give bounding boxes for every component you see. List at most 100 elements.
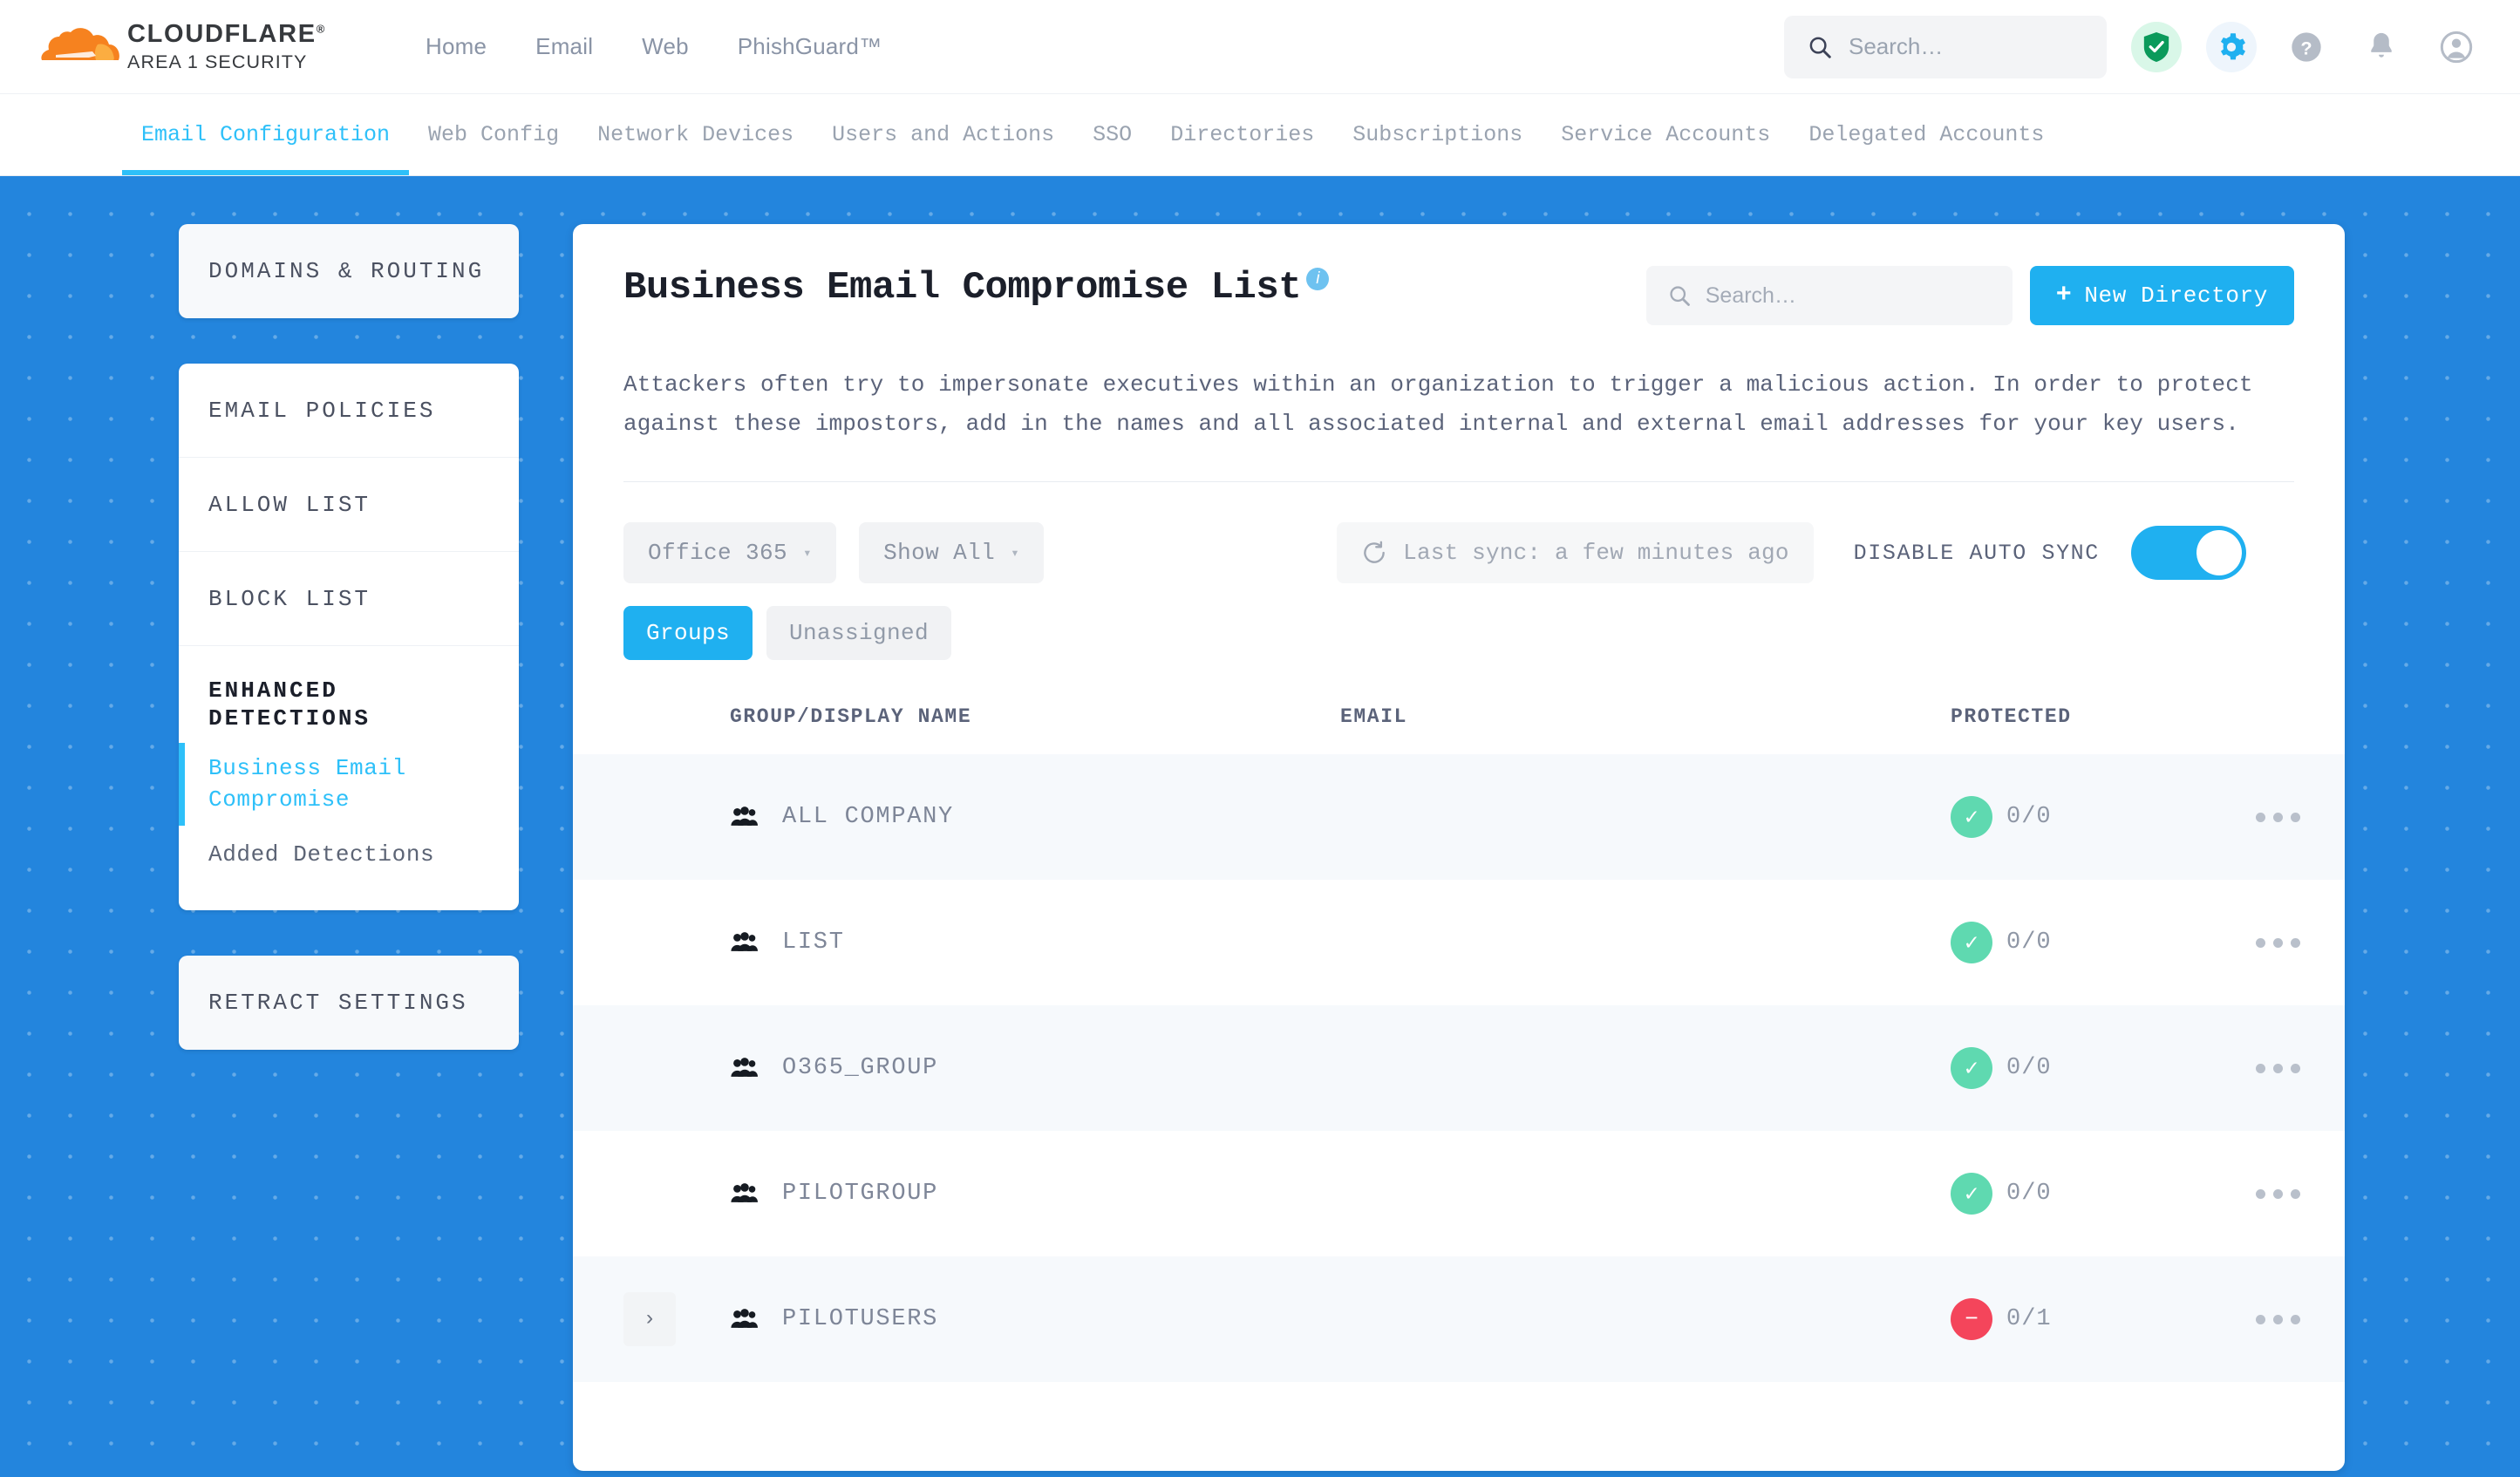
table-row[interactable]: › PILOTUSERS − 0/1 [573, 1256, 2345, 1383]
sidebar-item-domains-routing[interactable]: DOMAINS & ROUTING [208, 258, 485, 284]
row-menu-cell [2238, 1314, 2300, 1324]
show-select-value: Show All [883, 540, 996, 567]
nav-home[interactable]: Home [426, 33, 487, 59]
tab-unassigned[interactable]: Unassigned [766, 606, 952, 661]
shield-check-icon[interactable] [2131, 21, 2182, 72]
provider-select[interactable]: Office 365 ▾ [623, 522, 837, 584]
chevron-right-icon[interactable]: › [623, 1292, 676, 1347]
row-overflow-menu-icon[interactable] [2238, 1188, 2300, 1199]
row-menu-cell [2238, 1188, 2300, 1199]
row-protected-cell: − 0/1 [1951, 1298, 2238, 1341]
page-description: Attackers often try to impersonate execu… [623, 371, 2253, 437]
status-badge-ok-icon: ✓ [1951, 922, 1992, 964]
table-row[interactable]: PILOTGROUP ✓ 0/0 [573, 1131, 2345, 1256]
row-protected-cell: ✓ 0/0 [1951, 1047, 2238, 1090]
tab-directories[interactable]: Directories [1170, 122, 1315, 147]
row-name-cell: ALL COMPANY [730, 804, 1340, 830]
tab-users-and-actions[interactable]: Users and Actions [832, 122, 1055, 147]
status-badge-error-icon: − [1951, 1298, 1992, 1341]
auto-sync-label: DISABLE AUTO SYNC [1853, 540, 2100, 566]
column-header-email: EMAIL [1340, 705, 1408, 729]
secondary-nav: Email Configuration Web Config Network D… [0, 94, 2520, 176]
plus-icon: + [2055, 281, 2073, 310]
new-directory-button[interactable]: + New Directory [2029, 266, 2294, 325]
auto-sync-toggle[interactable] [2130, 526, 2246, 581]
tab-service-accounts[interactable]: Service Accounts [1561, 122, 1771, 147]
cloudflare-cloud-logo [35, 20, 122, 74]
row-overflow-menu-icon[interactable] [2238, 937, 2300, 948]
group-tabs: Groups Unassigned [623, 606, 2294, 661]
row-name-text: ALL COMPANY [782, 804, 954, 831]
gear-icon[interactable] [2206, 21, 2257, 72]
sidebar-item-added-detections[interactable]: Added Detections [208, 841, 435, 868]
row-protected-count: 0/0 [2006, 1055, 2052, 1082]
sidebar-heading-enhanced-detections: ENHANCED DETECTIONS [208, 677, 371, 732]
nav-email[interactable]: Email [535, 33, 594, 59]
sidebar-item-retract-settings[interactable]: RETRACT SETTINGS [208, 989, 468, 1016]
tab-delegated-accounts[interactable]: Delegated Accounts [1808, 122, 2045, 147]
page-title: Business Email Compromise List i [623, 266, 1330, 310]
sidebar-item-email-policies[interactable]: EMAIL POLICIES [179, 364, 519, 458]
sidebar-group-domains: DOMAINS & ROUTING [179, 224, 519, 318]
row-protected-cell: ✓ 0/0 [1951, 1173, 2238, 1215]
table-row[interactable]: LIST ✓ 0/0 [573, 880, 2345, 1005]
directory-search-input[interactable]: Search… [1645, 266, 2013, 325]
table-row[interactable]: O365_GROUP ✓ 0/0 [573, 1005, 2345, 1132]
tab-sso[interactable]: SSO [1093, 122, 1133, 147]
account-icon[interactable] [2431, 22, 2482, 72]
tab-groups[interactable]: Groups [623, 606, 753, 661]
panel-header-actions: Search… + New Directory [1645, 266, 2294, 325]
brand-registered-mark: ® [316, 22, 327, 36]
page-body: DOMAINS & ROUTING EMAIL POLICIES ALLOW L… [0, 176, 2520, 1477]
column-menu [2238, 705, 2294, 728]
brand-logo-block[interactable]: CLOUDFLARE® AREA 1 SECURITY [35, 20, 384, 74]
divider [623, 481, 2294, 483]
main-panel: Business Email Compromise List i Search…… [573, 224, 2345, 1471]
help-icon[interactable]: ? [2281, 22, 2332, 72]
row-name-text: O365_GROUP [782, 1055, 939, 1082]
info-circle-icon[interactable]: i [1306, 268, 1330, 290]
tab-subscriptions[interactable]: Subscriptions [1352, 122, 1523, 147]
top-bar: CLOUDFLARE® AREA 1 SECURITY Home Email W… [0, 0, 2520, 94]
last-sync-button[interactable]: Last sync: a few minutes ago [1337, 522, 1814, 584]
tab-web-config[interactable]: Web Config [428, 122, 560, 147]
primary-nav: Home Email Web PhishGuard™ [426, 33, 882, 60]
search-icon [1670, 286, 1690, 306]
row-name-text: PILOTUSERS [782, 1306, 939, 1333]
status-badge-ok-icon: ✓ [1951, 796, 1992, 839]
left-sidebar: DOMAINS & ROUTING EMAIL POLICIES ALLOW L… [179, 224, 519, 1477]
row-name-cell: PILOTGROUP [730, 1181, 1340, 1207]
group-people-icon [731, 1183, 759, 1203]
panel-header: Business Email Compromise List i Search…… [623, 266, 2294, 325]
nav-web[interactable]: Web [642, 33, 689, 59]
sidebar-item-business-email-compromise[interactable]: Business Email Compromise [179, 741, 519, 827]
column-header-name: GROUP/DISPLAY NAME [730, 705, 972, 729]
column-header-protected: PROTECTED [1951, 705, 2072, 729]
row-menu-cell [2238, 812, 2300, 822]
group-people-icon [731, 932, 759, 952]
show-select[interactable]: Show All ▾ [859, 522, 1045, 584]
directory-table: GROUP/DISPLAY NAME EMAIL PROTECTED [573, 705, 2345, 1383]
nav-phishguard[interactable]: PhishGuard™ [737, 33, 882, 59]
row-protected-count: 0/0 [2006, 929, 2052, 956]
table-row[interactable]: ALL COMPANY ✓ 0/0 [573, 754, 2345, 881]
row-overflow-menu-icon[interactable] [2238, 1063, 2300, 1073]
bell-icon[interactable] [2356, 22, 2407, 72]
last-sync-text: Last sync: a few minutes ago [1403, 540, 1789, 567]
sidebar-item-allow-list[interactable]: ALLOW LIST [179, 458, 519, 552]
row-overflow-menu-icon[interactable] [2238, 812, 2300, 822]
global-search-placeholder: Search… [1849, 33, 1944, 59]
chevron-down-icon: ▾ [1011, 546, 1020, 562]
sidebar-group-policies: EMAIL POLICIES ALLOW LIST BLOCK LIST ENH… [179, 364, 519, 910]
directory-search-placeholder: Search… [1705, 282, 1796, 308]
toggle-knob [2196, 530, 2242, 576]
global-search-input[interactable]: Search… [1784, 15, 2107, 78]
row-overflow-menu-icon[interactable] [2238, 1314, 2300, 1324]
sidebar-item-block-list[interactable]: BLOCK LIST [179, 552, 519, 646]
tab-network-devices[interactable]: Network Devices [597, 122, 794, 147]
row-menu-cell [2238, 1063, 2300, 1073]
row-expand-cell: › [623, 1292, 730, 1347]
row-protected-count: 0/0 [2006, 1181, 2052, 1208]
row-name-cell: PILOTUSERS [730, 1306, 1340, 1332]
tab-email-configuration[interactable]: Email Configuration [122, 94, 410, 175]
